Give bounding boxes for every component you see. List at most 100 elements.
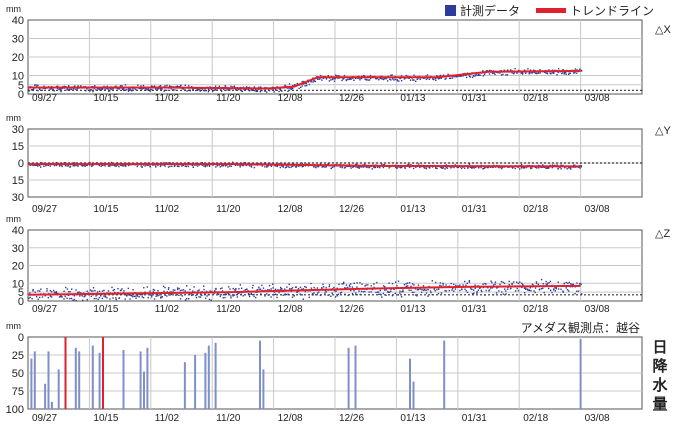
measured-point <box>279 166 281 169</box>
measured-point <box>195 296 198 299</box>
measured-point <box>199 296 202 298</box>
measured-point <box>195 294 197 297</box>
measured-point <box>388 291 391 293</box>
measured-point <box>438 288 440 290</box>
measured-point <box>429 290 432 292</box>
measured-point <box>66 89 68 91</box>
measured-point <box>187 162 189 164</box>
measured-point <box>35 296 38 298</box>
measured-point <box>563 283 565 285</box>
measured-point <box>160 297 162 299</box>
measured-point <box>349 77 351 80</box>
measured-point <box>367 79 369 81</box>
measured-point <box>55 164 58 167</box>
rain-bar <box>146 347 149 409</box>
measured-point <box>233 289 236 291</box>
measured-point <box>38 88 41 90</box>
measured-point <box>177 288 179 291</box>
measured-point <box>551 164 554 166</box>
measured-point <box>565 281 567 284</box>
measured-point <box>499 72 501 74</box>
measured-point <box>82 299 84 301</box>
measured-point <box>514 68 516 70</box>
measured-point <box>305 286 307 289</box>
measured-point <box>281 288 283 290</box>
x-tick-label: 02/18 <box>523 93 548 104</box>
measured-point <box>240 293 242 296</box>
measured-point <box>224 293 226 295</box>
measured-point <box>431 166 434 168</box>
measured-point <box>348 284 351 286</box>
measured-point <box>412 167 415 170</box>
measured-point <box>201 88 204 90</box>
measured-point <box>477 74 479 76</box>
measured-point <box>295 286 297 288</box>
measured-point <box>266 165 268 167</box>
measured-point <box>313 292 315 294</box>
measured-point <box>178 294 180 296</box>
measured-point <box>534 287 537 289</box>
measured-point <box>94 85 96 87</box>
measured-point <box>324 166 326 168</box>
measured-point <box>540 288 543 290</box>
measured-point <box>247 89 249 91</box>
measured-point <box>123 165 125 167</box>
measured-point <box>568 72 570 74</box>
measured-point <box>400 80 403 82</box>
measured-point <box>28 297 30 299</box>
measured-point <box>339 292 342 294</box>
measured-point <box>490 287 492 289</box>
x-tick-label: 01/31 <box>462 93 487 104</box>
measured-point <box>302 288 305 290</box>
measured-point <box>506 74 509 76</box>
measured-point <box>157 295 159 297</box>
measured-point <box>267 165 269 167</box>
measured-point <box>319 74 322 77</box>
measured-point <box>338 75 340 77</box>
measured-point <box>232 161 234 163</box>
measured-point <box>325 78 328 80</box>
measured-point <box>73 162 76 164</box>
measured-point <box>525 72 527 74</box>
measured-point <box>363 166 365 168</box>
measured-point <box>350 167 352 169</box>
measured-point <box>112 297 114 299</box>
measured-point <box>492 294 495 296</box>
measured-point <box>480 166 482 169</box>
measured-point <box>63 290 65 292</box>
measured-point <box>60 164 62 166</box>
measured-point <box>226 89 228 91</box>
measured-point <box>536 167 538 169</box>
measured-point <box>189 293 191 295</box>
measured-point <box>383 78 386 80</box>
measured-point <box>397 294 400 296</box>
measured-point <box>321 79 323 81</box>
measured-point <box>442 167 444 169</box>
measured-point <box>208 164 211 167</box>
measured-point <box>580 70 583 72</box>
measured-point <box>248 90 251 92</box>
measured-point <box>562 69 564 71</box>
measured-point <box>106 87 108 90</box>
measured-point <box>216 165 218 167</box>
measured-point <box>135 297 137 299</box>
measured-point <box>537 71 539 74</box>
measured-point <box>166 291 168 293</box>
measured-point <box>121 165 123 167</box>
measured-point <box>58 296 61 298</box>
measured-point <box>535 282 538 285</box>
measured-point <box>45 165 47 167</box>
measured-point <box>390 288 392 291</box>
measured-point <box>267 294 270 296</box>
panel-dx: 09/27 10/15 11/02 11/20 12/08 12/26 01/13 01/31… <box>6 4 671 104</box>
measured-point <box>229 89 231 91</box>
measured-point <box>519 168 521 170</box>
measured-point <box>214 85 217 87</box>
measured-point <box>293 294 295 297</box>
measured-point <box>556 164 558 166</box>
measured-point <box>167 288 170 291</box>
measured-point <box>72 164 74 167</box>
measured-point <box>569 72 572 74</box>
measured-point <box>259 288 262 290</box>
measured-point <box>580 283 582 285</box>
